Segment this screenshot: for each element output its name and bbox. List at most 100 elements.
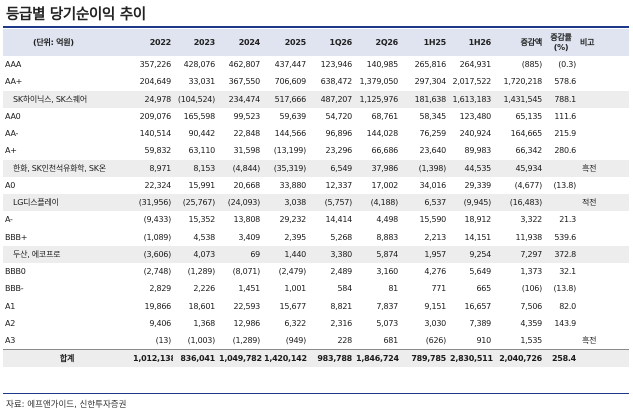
value-cell: 910 [476,335,491,345]
value-cell: 20,668 [233,180,261,190]
remark-cell [578,349,629,366]
value-cell: 33,031 [188,77,216,87]
value-cell: 18,912 [464,215,492,225]
value-cell: 12,986 [233,318,261,328]
row-label: 합계 [59,353,75,363]
row-label: A3 [5,335,16,345]
value-cell: 140,985 [366,60,399,70]
table-row: A3 (13) (1,003) (1,289) (949) 228 681 (626) 910 1… [3,332,629,349]
bottom-rule [3,393,629,394]
value-cell: 5,874 [376,249,398,259]
value-cell: (9,433) [143,215,172,225]
column-header: 증감액 [493,29,544,56]
value-cell: 1,451 [238,284,260,294]
value-cell: 4,538 [193,232,215,242]
row-label: A2 [5,318,16,328]
value-cell: (2,748) [143,267,172,277]
row-label: A- [5,215,13,225]
value-cell: 96,896 [325,129,353,139]
column-header: 1Q26 [308,29,354,56]
value-cell: 3,380 [330,249,352,259]
value-cell: 23,296 [325,146,353,156]
column-header: 1H26 [448,29,493,56]
value-cell: 2,213 [424,232,446,242]
value-cell: 1,420,142 [264,353,307,363]
value-cell: 29,232 [279,215,307,225]
value-cell: 428,076 [183,60,216,70]
column-header: 증감률 (%) [544,29,578,56]
table-row: A0 22,324 15,991 20,668 33,880 12,337 17,002 34… [3,177,629,194]
value-cell: 240,924 [459,129,492,139]
value-cell: 9,406 [149,318,171,328]
table-row: AA+ 204,649 33,031 367,550 706,609 638,472 1,3… [3,73,629,90]
value-cell: 2,226 [193,284,215,294]
table-row: AA- 140,514 90,442 22,848 144,566 96,896 144,0… [3,125,629,142]
value-cell: 4,276 [424,267,446,277]
value-cell: 13,808 [233,215,261,225]
net-income-by-rating-table: (단위: 억원) 2022 2023 2024 2025 1Q26 2Q26 1H25 1H26… [3,29,629,367]
value-cell: 1,535 [520,335,542,345]
value-cell: 68,761 [371,111,399,121]
remark-cell [578,298,629,315]
column-header: 2022 [131,29,173,56]
value-cell: 15,352 [188,215,216,225]
value-cell: 584 [337,284,352,294]
value-cell: (4,677) [514,180,543,190]
value-cell: 681 [383,335,398,345]
value-cell: 164,665 [510,129,543,139]
column-header: 2025 [262,29,308,56]
value-cell: (1,398) [418,163,447,173]
value-cell: 14,151 [464,232,492,242]
value-cell: (104,524) [177,94,215,104]
value-cell: 99,523 [233,111,261,121]
row-label: BBB- [5,284,24,294]
value-cell: 165,598 [183,111,216,121]
value-cell: 209,076 [139,111,172,121]
remark-header: 비고 [578,29,629,56]
value-cell: 4,498 [376,215,398,225]
value-cell: 21.3 [559,215,576,225]
value-cell: 771 [431,284,446,294]
value-cell: 24,978 [144,94,172,104]
value-cell: 706,609 [274,77,307,87]
source-note: 자료: 에프앤가이드, 신한투자증권 [6,400,127,410]
value-cell: 23,640 [419,146,447,156]
value-cell: 7,389 [469,318,491,328]
value-cell: 1,957 [424,249,446,259]
value-cell: 22,324 [144,180,172,190]
value-cell: 5,649 [469,267,491,277]
remark-cell [578,263,629,280]
value-cell: 89,983 [464,146,492,156]
value-cell: (8,071) [232,267,261,277]
value-cell: 1,001 [284,284,306,294]
value-cell: 22,593 [233,301,261,311]
value-cell: 140,514 [139,129,172,139]
value-cell: (13.8) [553,180,576,190]
remark-cell [578,142,629,159]
value-cell: 63,110 [188,146,216,156]
value-cell: 45,934 [515,163,543,173]
table-title: 등급별 당기순이익 추이 [6,7,146,23]
value-cell: (13,199) [273,146,306,156]
value-cell [544,332,578,349]
sub-row: SK하이닉스, SK스퀘어 24,978 (104,524) 234,474 517,6… [3,90,629,108]
table-row: AA0 209,076 165,598 99,523 59,639 54,720 68,76… [3,108,629,125]
row-label: A0 [5,180,16,190]
value-cell: 265,816 [414,60,447,70]
value-cell: 59,832 [144,146,172,156]
value-cell: (0.3) [558,60,576,70]
column-header: 1H25 [400,29,448,56]
value-cell: 76,259 [419,129,447,139]
value-cell: (949) [285,335,307,345]
value-cell: 181,638 [414,94,447,104]
value-cell: 69 [250,249,260,259]
row-label: AA- [5,129,19,139]
column-header: 2023 [173,29,217,56]
table-row: A- (9,433) 15,352 13,808 29,232 14,414 4,498 15… [3,211,629,228]
table-row: BBB0 (2,748) (1,289) (8,071) (2,479) 2,489 3,1… [3,263,629,280]
value-cell: 2,017,522 [452,77,492,87]
value-cell: (13.8) [553,284,576,294]
value-cell: 66,342 [515,146,543,156]
row-label: AA0 [5,111,21,121]
value-cell: 2,489 [330,267,352,277]
